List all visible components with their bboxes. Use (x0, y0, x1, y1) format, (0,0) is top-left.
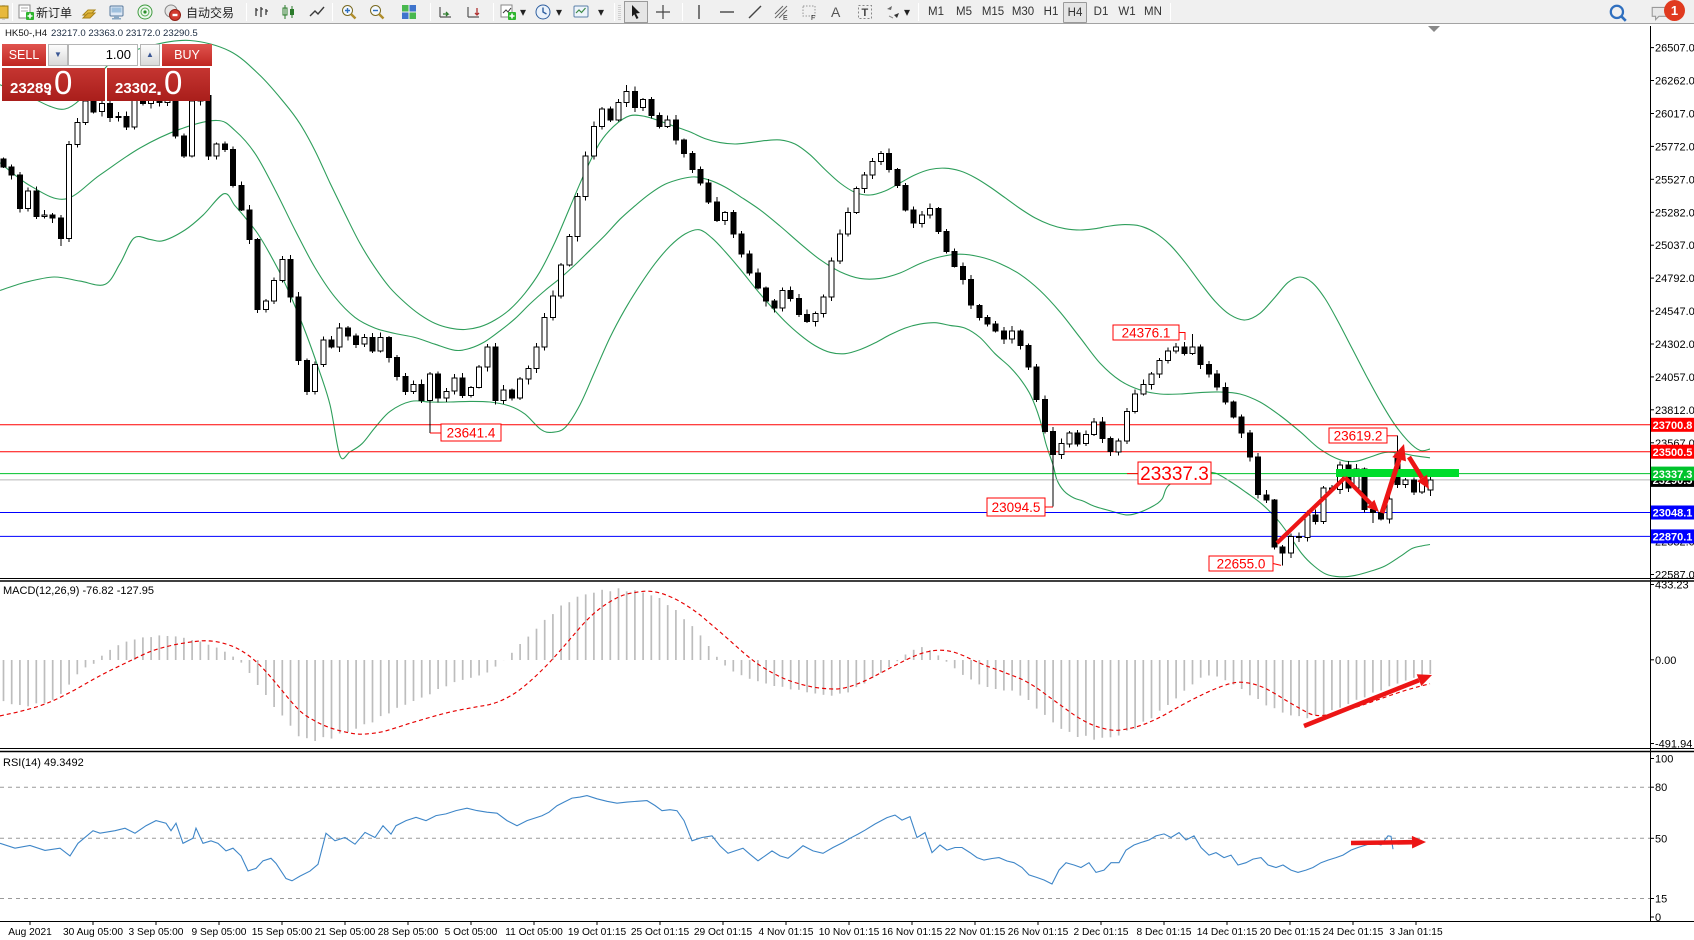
svg-text:25037.0: 25037.0 (1655, 240, 1694, 252)
svg-text:22870.1: 22870.1 (1653, 532, 1693, 544)
svg-text:23094.5: 23094.5 (992, 500, 1041, 515)
svg-text:29 Oct 01:15: 29 Oct 01:15 (694, 927, 753, 938)
svg-text:30 Aug 05:00: 30 Aug 05:00 (63, 927, 123, 938)
svg-text:8 Dec 01:15: 8 Dec 01:15 (1137, 927, 1192, 938)
svg-text:23217.0 23363.0 23172.0 23290.: 23217.0 23363.0 23172.0 23290.5 (51, 28, 198, 39)
svg-text:23337.3: 23337.3 (1653, 469, 1693, 481)
svg-text:F: F (811, 15, 815, 21)
svg-text:4 Nov 01:15: 4 Nov 01:15 (759, 927, 814, 938)
svg-text:5 Oct 05:00: 5 Oct 05:00 (445, 927, 498, 938)
svg-text:16 Nov 01:15: 16 Nov 01:15 (882, 927, 943, 938)
svg-text:25 Oct 01:15: 25 Oct 01:15 (631, 927, 690, 938)
svg-text:23619.2: 23619.2 (1334, 428, 1383, 443)
svg-text:9 Sep 05:00: 9 Sep 05:00 (192, 927, 247, 938)
svg-text:HK50-,H4: HK50-,H4 (5, 28, 48, 39)
svg-text:50: 50 (1655, 833, 1667, 845)
svg-text:2 Dec 01:15: 2 Dec 01:15 (1074, 927, 1129, 938)
svg-text:-491.94: -491.94 (1655, 739, 1692, 751)
svg-text:433.23: 433.23 (1655, 580, 1689, 592)
svg-text:23048.1: 23048.1 (1653, 508, 1693, 520)
svg-text:25527.0: 25527.0 (1655, 174, 1694, 186)
svg-text:E: E (783, 15, 788, 21)
svg-text:15 Sep 05:00: 15 Sep 05:00 (252, 927, 313, 938)
svg-text:10 Nov 01:15: 10 Nov 01:15 (819, 927, 880, 938)
svg-text:22587.0: 22587.0 (1655, 570, 1694, 582)
svg-text:23812.0: 23812.0 (1655, 405, 1694, 417)
svg-text:24376.1: 24376.1 (1122, 325, 1171, 340)
svg-text:0: 0 (1655, 912, 1661, 924)
svg-text:23337.3: 23337.3 (1140, 464, 1209, 485)
svg-text:25772.0: 25772.0 (1655, 141, 1694, 153)
svg-text:19 Oct 01:15: 19 Oct 01:15 (568, 927, 627, 938)
svg-text:23700.8: 23700.8 (1653, 420, 1693, 432)
svg-text:3 Jan 01:15: 3 Jan 01:15 (1389, 927, 1443, 938)
svg-text:0.00: 0.00 (1655, 655, 1676, 667)
svg-text:26 Nov 01:15: 26 Nov 01:15 (1008, 927, 1069, 938)
svg-text:24547.0: 24547.0 (1655, 306, 1694, 318)
svg-text:20 Dec 01:15: 20 Dec 01:15 (1260, 927, 1321, 938)
svg-text:25282.0: 25282.0 (1655, 207, 1694, 219)
svg-text:28 Sep 05:00: 28 Sep 05:00 (378, 927, 439, 938)
svg-text:26262.0: 26262.0 (1655, 76, 1694, 88)
svg-text:24057.0: 24057.0 (1655, 372, 1694, 384)
svg-text:22655.0: 22655.0 (1217, 556, 1266, 571)
svg-text:24 Dec 01:15: 24 Dec 01:15 (1323, 927, 1384, 938)
svg-text:26017.0: 26017.0 (1655, 109, 1694, 121)
svg-text:15: 15 (1655, 894, 1667, 906)
svg-text:22 Nov 01:15: 22 Nov 01:15 (945, 927, 1006, 938)
svg-text:RSI(14) 49.3492: RSI(14) 49.3492 (3, 757, 84, 769)
svg-text:T: T (862, 7, 869, 19)
svg-text:Aug 2021: Aug 2021 (8, 927, 52, 938)
svg-text:24792.0: 24792.0 (1655, 273, 1694, 285)
svg-text:MACD(12,26,9) -76.82 -127.95: MACD(12,26,9) -76.82 -127.95 (3, 585, 154, 597)
svg-text:14 Dec 01:15: 14 Dec 01:15 (1197, 927, 1258, 938)
svg-text:24302.0: 24302.0 (1655, 339, 1694, 351)
svg-text:23641.4: 23641.4 (447, 425, 496, 440)
svg-text:26507.0: 26507.0 (1655, 43, 1694, 55)
svg-text:11 Oct 05:00: 11 Oct 05:00 (505, 927, 563, 938)
svg-text:100: 100 (1655, 754, 1673, 766)
svg-text:23500.5: 23500.5 (1653, 447, 1693, 459)
svg-text:21 Sep 05:00: 21 Sep 05:00 (315, 927, 376, 938)
svg-text:80: 80 (1655, 782, 1667, 794)
svg-text:3 Sep 05:00: 3 Sep 05:00 (129, 927, 184, 938)
